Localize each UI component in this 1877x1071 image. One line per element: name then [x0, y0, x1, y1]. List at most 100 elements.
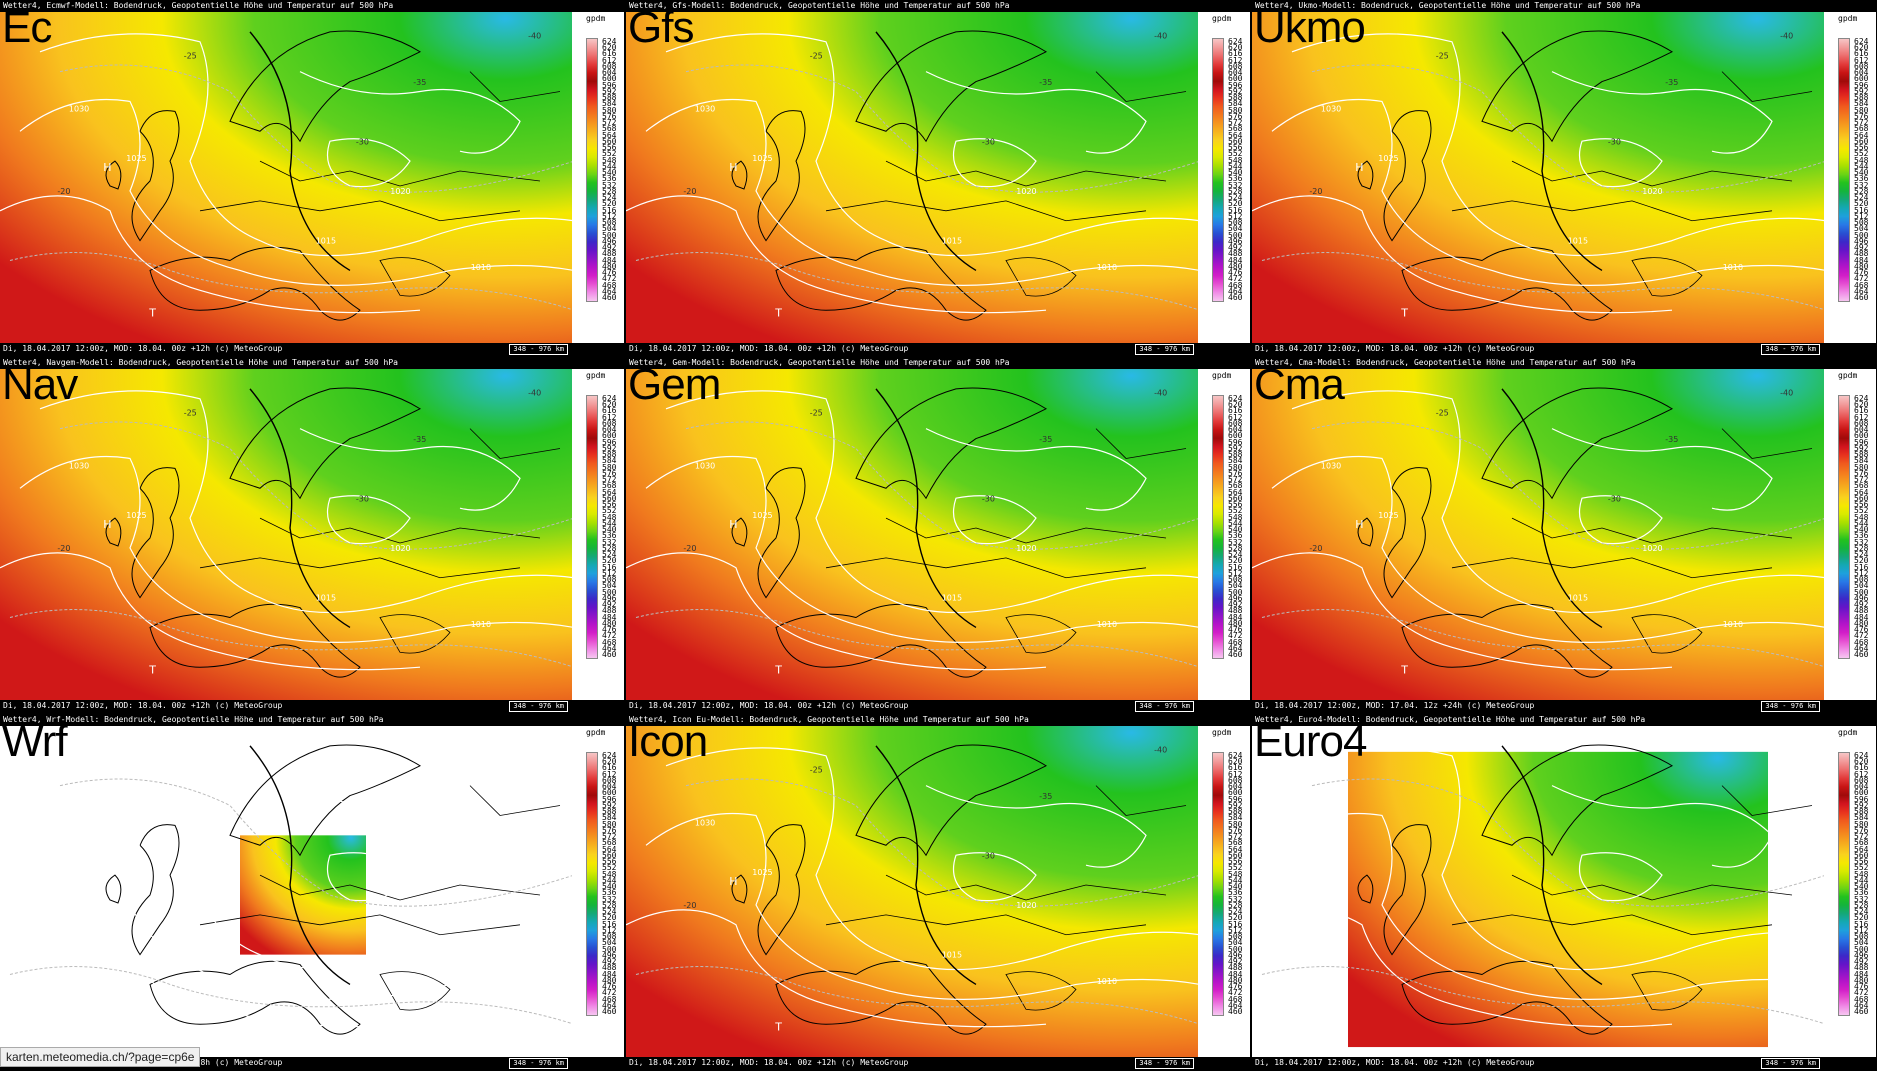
- legend-unit: gpdm: [586, 14, 606, 23]
- map-label: 1030: [1321, 104, 1341, 113]
- legend-tick: 584: [602, 813, 617, 823]
- legend-tick: 600: [602, 788, 617, 798]
- map-label: 1015: [942, 237, 962, 246]
- panel-header: Wetter4, Wrf-Modell: Bodendruck, Geopote…: [0, 714, 624, 726]
- run-info: Di, 18.04.2017 12:00z, MOD: 18.04. 00z +…: [3, 701, 283, 710]
- legend-tick: 504: [602, 938, 617, 948]
- legend-tick: 524: [1228, 907, 1243, 917]
- model-name: Gfs: [628, 3, 694, 52]
- legend-tick: 504: [1228, 938, 1243, 948]
- panel-header: Wetter4, Icon Eu-Modell: Bodendruck, Geo…: [626, 714, 1250, 726]
- legend-tick: 552: [1854, 506, 1869, 516]
- legend-tick: 624: [602, 394, 617, 403]
- legend-tick: 460: [602, 650, 617, 659]
- legend-color-bar: [1838, 395, 1850, 659]
- legend-tick: 568: [1854, 481, 1869, 491]
- legend-tick: 548: [1854, 512, 1869, 522]
- legend-tick: 468: [1854, 994, 1869, 1004]
- legend-tick: 460: [1228, 1007, 1243, 1016]
- legend-tick: 580: [602, 819, 617, 829]
- legend-tick: 548: [1228, 155, 1243, 165]
- legend-tick: 540: [602, 882, 617, 892]
- legend-tick: 488: [1854, 606, 1869, 616]
- legend-ticks: 624 620 616 612 608 604 600 596 592 588 584 580 576 5…: [1228, 395, 1250, 659]
- legend-tick: 476: [1228, 268, 1243, 278]
- color-legend: gpdm 624 620 616 612 608 604 600 596 592 588 584 580…: [572, 12, 624, 343]
- legend-tick: 480: [602, 261, 617, 271]
- legend-tick: 560: [602, 136, 617, 146]
- legend-tick: 488: [1228, 606, 1243, 616]
- model-panel-ec: Wetter4, Ecmwf-Modell: Bodendruck, Geopo…: [0, 0, 624, 355]
- legend-tick: 544: [1854, 161, 1869, 171]
- legend-tick: 564: [602, 130, 617, 140]
- legend-tick: 492: [1228, 600, 1243, 610]
- legend-tick: 480: [602, 975, 617, 985]
- legend-tick: 540: [1228, 168, 1243, 178]
- color-legend: gpdm 624 620 616 612 608 604 600 596 592 588 584 580…: [1824, 369, 1876, 700]
- legend-tick: 528: [1228, 900, 1243, 910]
- panel-header: Wetter4, Navgem-Modell: Bodendruck, Geop…: [0, 357, 624, 369]
- legend-tick: 608: [602, 775, 617, 785]
- legend-tick: 468: [1228, 637, 1243, 647]
- legend-tick: 564: [602, 844, 617, 854]
- legend-tick: 588: [1228, 807, 1243, 817]
- map-label: 1025: [1378, 154, 1398, 163]
- legend-tick: 472: [1854, 631, 1869, 641]
- color-legend: gpdm 624 620 616 612 608 604 600 596 592 588 584 580…: [1198, 12, 1250, 343]
- legend-tick: 492: [602, 600, 617, 610]
- legend-tick: 600: [1854, 788, 1869, 798]
- legend-tick: 600: [1228, 431, 1243, 441]
- legend-tick: 576: [1228, 111, 1243, 121]
- legend-tick: 528: [602, 186, 617, 196]
- map-label: 1010: [471, 620, 491, 629]
- legend-tick: 580: [1854, 819, 1869, 829]
- legend-unit: gpdm: [586, 728, 606, 737]
- legend-tick: 548: [602, 512, 617, 522]
- legend-tick: 564: [1854, 487, 1869, 497]
- legend-tick: 608: [602, 61, 617, 71]
- legend-tick: 596: [1854, 437, 1869, 447]
- legend-tick: 484: [1854, 969, 1869, 979]
- legend-tick: 484: [602, 255, 617, 265]
- legend-tick: 516: [602, 205, 617, 215]
- legend-tick: 592: [1228, 86, 1243, 96]
- map-label: -30: [1608, 137, 1621, 146]
- legend-tick: 520: [1228, 199, 1243, 209]
- legend-tick: 548: [602, 155, 617, 165]
- legend-tick: 512: [602, 925, 617, 935]
- legend-tick: 568: [602, 481, 617, 491]
- map-label: -35: [1039, 435, 1052, 444]
- map-label: -35: [1039, 792, 1052, 801]
- color-legend: gpdm 624 620 616 612 608 604 600 596 592 588 584 580…: [1824, 726, 1876, 1057]
- map-label: -30: [982, 137, 995, 146]
- legend-tick: 608: [602, 418, 617, 428]
- legend-unit: gpdm: [1212, 14, 1232, 23]
- map-label: 1010: [471, 263, 491, 272]
- map-label: -20: [57, 544, 70, 553]
- legend-tick: 608: [1854, 418, 1869, 428]
- legend-tick: 620: [1228, 400, 1243, 410]
- run-info: Di, 18.04.2017 12:00z, MOD: 18.04. 00z +…: [629, 344, 909, 353]
- legend-tick: 512: [1228, 925, 1243, 935]
- legend-tick: 532: [1854, 894, 1869, 904]
- legend-tick: 612: [1228, 55, 1243, 65]
- legend-tick: 568: [1228, 838, 1243, 848]
- map-label: T: [148, 307, 156, 320]
- legend-tick: 624: [1854, 394, 1869, 403]
- map-label: 1030: [695, 818, 715, 827]
- model-name: Icon: [628, 717, 708, 766]
- legend-ticks: 624 620 616 612 608 604 600 596 592 588 584 580 576 5…: [1854, 38, 1876, 302]
- legend-tick: 560: [602, 493, 617, 503]
- legend-tick: 552: [1228, 506, 1243, 516]
- legend-tick: 496: [1854, 593, 1869, 603]
- legend-tick: 492: [1228, 957, 1243, 967]
- legend-tick: 524: [1228, 193, 1243, 203]
- legend-tick: 568: [1854, 838, 1869, 848]
- legend-unit: gpdm: [1838, 371, 1858, 380]
- legend-tick: 532: [1228, 537, 1243, 547]
- legend-tick: 532: [1854, 180, 1869, 190]
- map-label: -40: [528, 31, 541, 40]
- legend-tick: 508: [1228, 575, 1243, 585]
- legend-tick: 580: [602, 105, 617, 115]
- legend-tick: 576: [602, 468, 617, 478]
